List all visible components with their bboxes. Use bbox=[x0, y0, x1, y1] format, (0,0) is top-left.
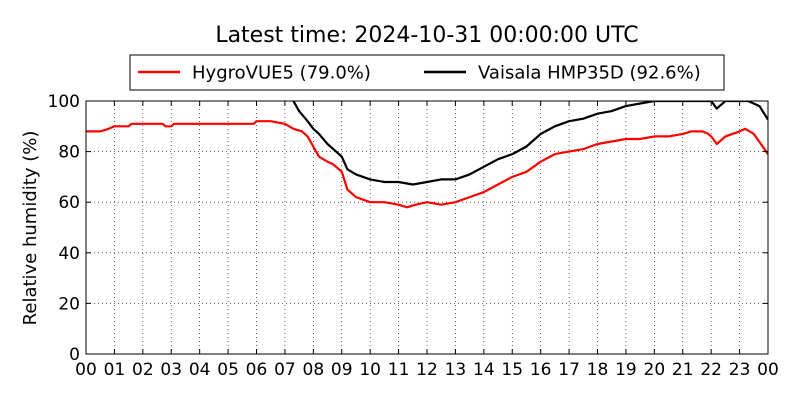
x-tick-label: 00 bbox=[75, 360, 97, 380]
x-tick-label: 17 bbox=[558, 360, 580, 380]
y-tick-label: 80 bbox=[58, 143, 80, 163]
series-line-hygrovue5 bbox=[86, 120, 768, 209]
x-tick-label: 03 bbox=[160, 360, 182, 380]
series-lines bbox=[86, 101, 768, 209]
x-tick-label: 13 bbox=[445, 360, 467, 380]
x-tick-label: 08 bbox=[303, 360, 325, 380]
x-tick-label: 21 bbox=[672, 360, 694, 380]
chart-title: Latest time: 2024-10-31 00:00:00 UTC bbox=[215, 23, 638, 48]
x-tick-label: 04 bbox=[189, 360, 211, 380]
x-tick-label: 15 bbox=[501, 360, 523, 380]
grid bbox=[86, 101, 768, 354]
x-tick-label: 07 bbox=[274, 360, 296, 380]
x-tick-label: 14 bbox=[473, 360, 495, 380]
x-tick-label: 11 bbox=[388, 360, 410, 380]
axis-ticks: 00 01 02 03 04 05 06 07 08 09 10 11 12 13 14 15 16 17 18 19… bbox=[48, 92, 779, 380]
y-tick-label: 60 bbox=[58, 193, 80, 213]
x-tick-label: 19 bbox=[615, 360, 637, 380]
x-tick-label: 16 bbox=[530, 360, 552, 380]
legend-label-vaisala: Vaisala HMP35D (92.6%) bbox=[478, 63, 701, 84]
x-tick-label: 01 bbox=[104, 360, 126, 380]
x-tick-label: 02 bbox=[132, 360, 154, 380]
x-tick-label: 12 bbox=[416, 360, 438, 380]
y-axis-label: Relative humidity (%) bbox=[20, 131, 41, 326]
series-line-vaisala-hmp35d bbox=[292, 101, 768, 186]
x-tick-label: 18 bbox=[587, 360, 609, 380]
y-tick-label: 100 bbox=[48, 92, 80, 112]
y-tick-label: 40 bbox=[58, 244, 80, 264]
legend: HygroVUE5 (79.0%) Vaisala HMP35D (92.6%) bbox=[129, 54, 725, 91]
x-tick-label: 20 bbox=[644, 360, 666, 380]
y-tick-label: 0 bbox=[69, 345, 80, 365]
x-tick-label: 00 bbox=[757, 360, 779, 380]
x-tick-label: 23 bbox=[729, 360, 751, 380]
x-tick-label: 05 bbox=[217, 360, 239, 380]
x-tick-label: 06 bbox=[246, 360, 268, 380]
x-tick-label: 10 bbox=[359, 360, 381, 380]
x-tick-label: 09 bbox=[331, 360, 353, 380]
y-tick-label: 20 bbox=[58, 294, 80, 314]
x-tick-label: 22 bbox=[700, 360, 722, 380]
plot-frame bbox=[85, 100, 769, 355]
legend-label-hygrovue: HygroVUE5 (79.0%) bbox=[192, 63, 371, 84]
